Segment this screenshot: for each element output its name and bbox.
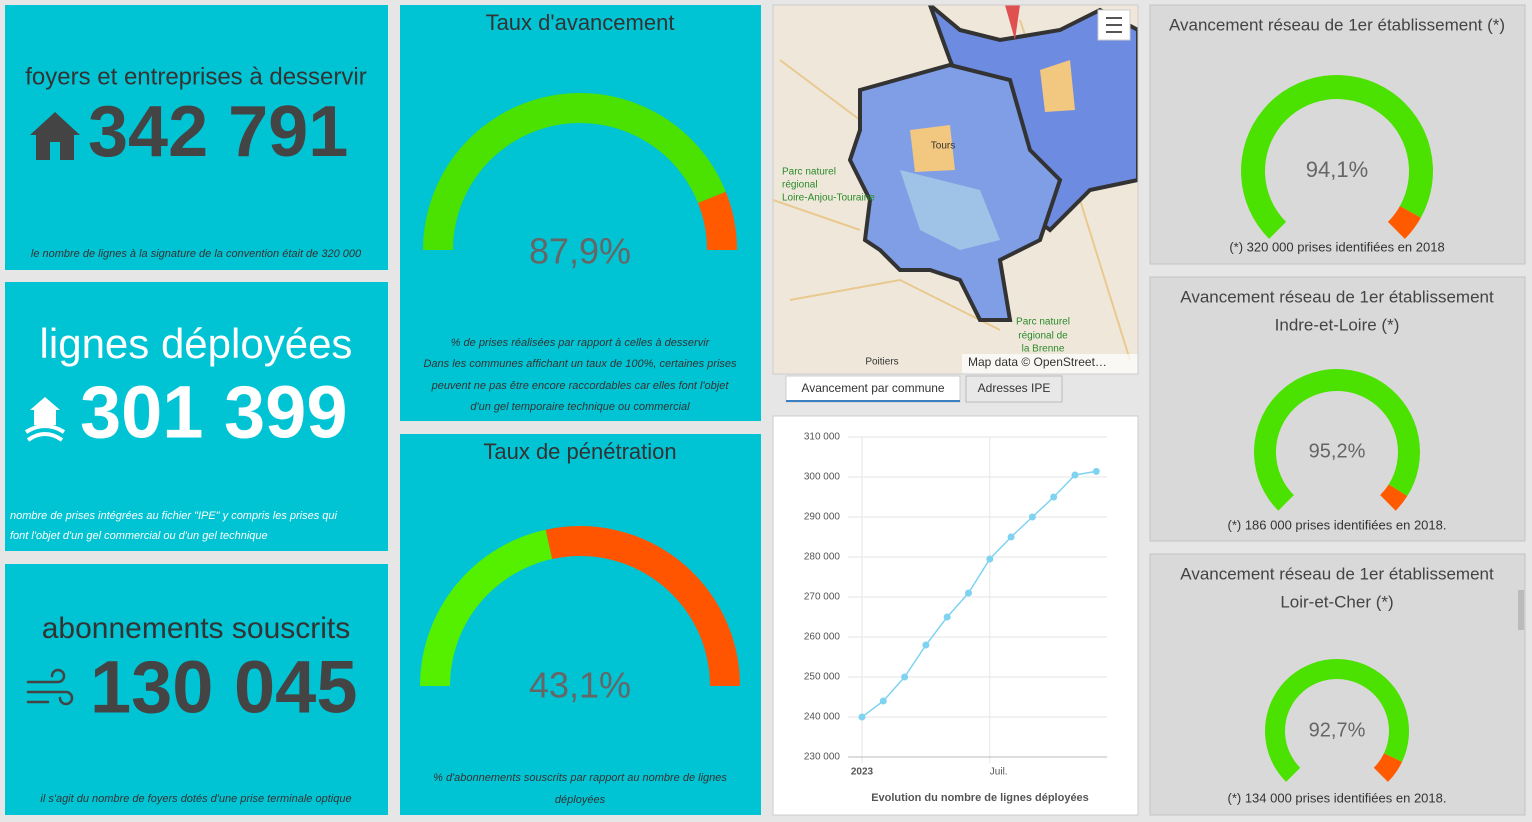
gauge-value: 92,7%: [1309, 719, 1366, 741]
y-tick-label: 240 000: [804, 712, 841, 723]
card-value: 301 399: [80, 371, 348, 454]
map-label: Tours: [931, 141, 955, 152]
gauge-title: Loir-et-Cher (*): [1280, 592, 1393, 611]
map[interactable]: [773, 5, 1138, 374]
gauge-note: (*) 186 000 prises identifiées en 2018.: [1228, 517, 1447, 532]
gauge-remainder: [697, 191, 737, 250]
gauge-arc: [1241, 75, 1433, 239]
y-tick-label: 290 000: [804, 512, 841, 523]
point: [1050, 493, 1058, 501]
tab-label: Adresses IPE: [978, 381, 1051, 395]
map-label: Poitiers: [865, 357, 898, 368]
card: [400, 5, 761, 421]
map-label: Parc naturel: [1016, 317, 1070, 328]
point: [858, 713, 866, 721]
gauge-title: Avancement réseau de 1er établissement: [1180, 287, 1494, 306]
card-title: foyers et entreprises à desservir: [25, 63, 366, 90]
scrollbar[interactable]: [1518, 590, 1524, 630]
card-title: abonnements souscrits: [42, 612, 351, 645]
card-note: il s'agit du nombre de foyers dotés d'un…: [40, 793, 351, 805]
card-note: le nombre de lignes à la signature de la…: [31, 248, 362, 260]
gauge-value: 87,9%: [529, 231, 631, 272]
card-note: font l'objet d'un gel commercial ou d'un…: [10, 530, 268, 542]
gauge-remainder: [1380, 484, 1408, 511]
point: [1028, 513, 1036, 521]
map-attribution: Map data © OpenStreet…: [968, 355, 1107, 369]
house-icon: [30, 112, 80, 160]
gauge-remainder: [545, 526, 740, 686]
card-note: nombre de prises intégrées au fichier "I…: [10, 510, 338, 522]
y-tick-label: 280 000: [804, 552, 841, 563]
map-label: régional de: [1018, 331, 1068, 342]
panel: [1149, 553, 1526, 816]
gauge-arc: [423, 93, 726, 250]
line: [861, 470, 1097, 718]
gauge-arc: [1254, 369, 1420, 511]
gauge-note: Dans les communes affichant un taux de 1…: [423, 358, 737, 370]
y-tick-label: 260 000: [804, 632, 841, 643]
gauge-remainder: [1387, 205, 1421, 239]
gauge-title: Avancement réseau de 1er établissement (…: [1169, 15, 1505, 34]
gauge-title: Taux d'avancement: [486, 10, 675, 35]
chart-panel: [772, 415, 1139, 816]
gauge-remainder: [1373, 753, 1403, 782]
point: [1092, 467, 1100, 475]
gauge-value: 95,2%: [1309, 440, 1366, 462]
gauge-title: Indre-et-Loire (*): [1275, 315, 1400, 334]
card: [5, 282, 388, 551]
tab-label: Avancement par commune: [801, 381, 945, 395]
card-value: 130 045: [90, 646, 358, 729]
map-label: régional: [782, 180, 818, 191]
gauge-title: Taux de pénétration: [483, 439, 676, 464]
gauge-note: d'un gel temporaire technique ou commerc…: [470, 401, 690, 413]
x-tick-label: 2023: [851, 767, 874, 778]
gauge-note: % d'abonnements souscrits par rapport au…: [433, 772, 727, 784]
y-tick-label: 310 000: [804, 432, 841, 443]
point: [879, 697, 887, 705]
gauge-note: peuvent ne pas être encore raccordables …: [431, 380, 730, 392]
map-frame: [772, 4, 1139, 375]
point: [922, 641, 930, 649]
gauge-note: (*) 134 000 prises identifiées en 2018.: [1228, 790, 1447, 805]
gauge-note: déployées: [555, 794, 606, 806]
y-tick-label: 270 000: [804, 592, 841, 603]
tab[interactable]: [965, 375, 1063, 403]
card-value: 342 791: [88, 92, 348, 172]
map-label: la Brenne: [1022, 344, 1065, 355]
y-tick-label: 230 000: [804, 752, 841, 763]
card-title: lignes déployées: [40, 320, 353, 367]
point: [986, 555, 994, 563]
y-tick-label: 300 000: [804, 472, 841, 483]
map-label: Loire-Anjou-Touraine: [782, 193, 875, 204]
point: [1007, 533, 1015, 541]
card: [5, 564, 388, 815]
gauge-title: Avancement réseau de 1er établissement: [1180, 564, 1494, 583]
x-tick-label: Juil.: [990, 767, 1008, 778]
gauge-note: % de prises réalisées par rapport à cell…: [451, 337, 711, 349]
map-label: Parc naturel: [782, 167, 836, 178]
gauge-note: (*) 320 000 prises identifiées en 2018: [1229, 239, 1444, 254]
gauge-arc: [420, 529, 553, 686]
fiber-icon: [24, 397, 66, 442]
gauge-value: 94,1%: [1306, 157, 1368, 182]
x-axis-title: Evolution du nombre de lignes déployées: [871, 792, 1089, 804]
wind-icon: [26, 668, 74, 706]
gauge-value: 43,1%: [529, 665, 631, 706]
point: [1071, 471, 1079, 479]
point: [943, 613, 951, 621]
gauge-arc: [1265, 659, 1410, 782]
point: [965, 589, 972, 597]
panel: [1149, 276, 1526, 542]
point: [901, 673, 909, 681]
panel: [1149, 4, 1526, 265]
y-tick-label: 250 000: [804, 672, 841, 683]
